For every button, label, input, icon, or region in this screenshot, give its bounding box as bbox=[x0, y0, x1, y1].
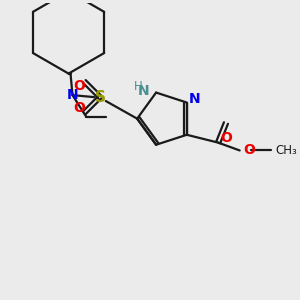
Text: H: H bbox=[134, 80, 142, 93]
Text: O: O bbox=[244, 143, 256, 158]
Text: CH₃: CH₃ bbox=[275, 144, 297, 157]
Text: N: N bbox=[138, 84, 149, 98]
Text: N: N bbox=[67, 88, 78, 102]
Text: N: N bbox=[189, 92, 200, 106]
Text: O: O bbox=[74, 101, 85, 115]
Text: O: O bbox=[220, 131, 232, 145]
Text: S: S bbox=[94, 90, 105, 105]
Text: O: O bbox=[74, 80, 85, 94]
